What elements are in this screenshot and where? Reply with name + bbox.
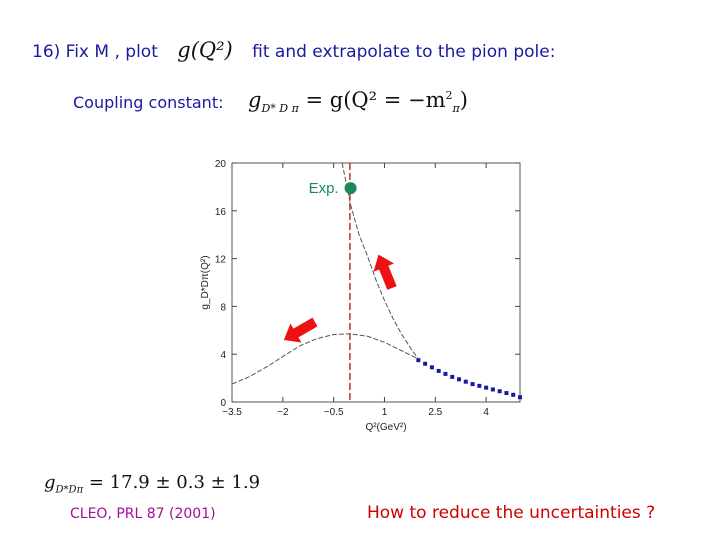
data-point (484, 385, 489, 390)
formula-close: ) (459, 88, 468, 112)
formula-rhs: = g(Q² = −m (305, 88, 446, 112)
result-lhs: g (44, 472, 56, 493)
data-point (416, 358, 421, 363)
fit-curve-fit-monopole (341, 162, 419, 360)
y-tick-label: 16 (215, 207, 227, 218)
exp-label: Exp. (309, 180, 339, 197)
y-tick-label: 20 (215, 159, 227, 170)
reference-citation: CLEO, PRL 87 (2001) (70, 506, 216, 522)
title-formula: g(Q²) (177, 38, 233, 62)
x-tick-label: −2 (277, 407, 289, 418)
y-tick-label: 0 (220, 398, 226, 409)
data-point (429, 365, 434, 370)
data-point (436, 368, 441, 373)
y-tick-label: 4 (220, 350, 226, 361)
result-lhs-sub: D*Dπ (55, 484, 84, 496)
data-point (511, 392, 516, 397)
result-value: = 17.9 ± 0.3 ± 1.9 (88, 472, 261, 493)
plot-frame (231, 162, 521, 403)
data-point (518, 395, 522, 400)
x-axis-label: Q²(GeV²) (365, 422, 406, 433)
arrow-up-icon (373, 254, 397, 290)
coupling-label: Coupling constant: (73, 93, 224, 112)
exp-point (344, 182, 357, 195)
formula-lhs: g (248, 88, 262, 112)
y-tick-label: 12 (215, 255, 227, 266)
arrow-left-icon (283, 317, 318, 343)
result-formula: gD*Dπ = 17.9 ± 0.3 ± 1.9 (44, 472, 260, 496)
coupling-formula: gD* D π = g(Q² = −m2π) (248, 88, 468, 115)
data-point (463, 379, 468, 384)
x-tick-label: 4 (483, 407, 489, 418)
x-tick-label: −0.5 (324, 407, 344, 418)
x-tick-label: −3.5 (222, 407, 242, 418)
data-point (497, 389, 502, 394)
formula-lhs-sub: D* D π (261, 102, 299, 116)
slide-title: 16) Fix M , plot g(Q²) fit and extrapola… (32, 38, 555, 62)
question-text: How to reduce the uncertainties ? (367, 503, 656, 523)
data-point (470, 382, 475, 387)
x-tick-label: 1 (382, 407, 388, 418)
x-tick-label: 2.5 (428, 407, 442, 418)
data-point (423, 361, 428, 366)
data-point (457, 377, 462, 382)
data-point (450, 374, 455, 379)
data-point (504, 391, 509, 396)
y-tick-label: 8 (220, 302, 226, 313)
y-axis-label: g_D*Dπ(Q²) (200, 255, 211, 309)
formula-rhs-sub: π (452, 102, 460, 116)
data-point (443, 371, 448, 376)
title-prefix: 16) Fix M , plot (32, 42, 158, 62)
data-point (490, 387, 495, 392)
fit-curve-fit-gaussian (231, 333, 419, 385)
data-point (477, 383, 482, 388)
title-suffix: fit and extrapolate to the pion pole: (252, 42, 556, 62)
formula-rhs-sup: 2 (445, 89, 453, 102)
